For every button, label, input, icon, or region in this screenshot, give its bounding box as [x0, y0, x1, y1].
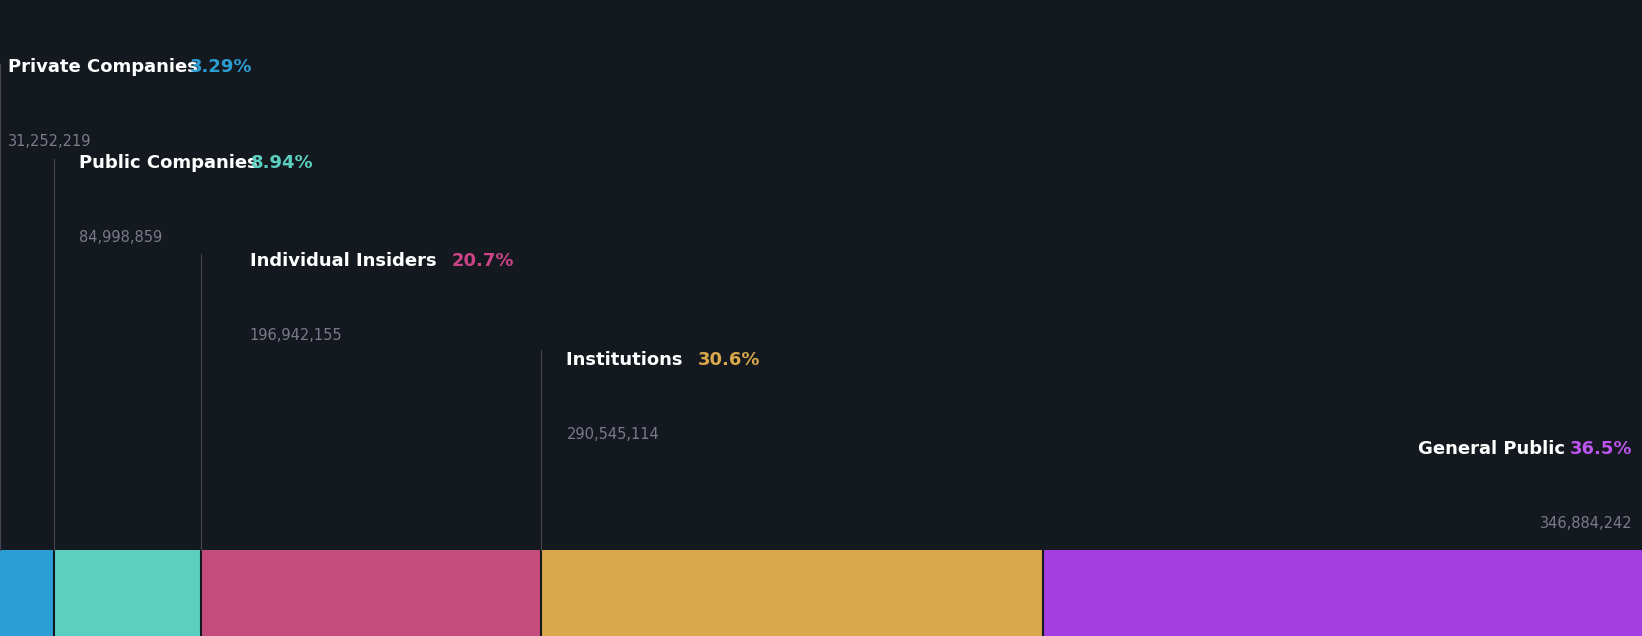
Text: 8.94%: 8.94%	[251, 154, 314, 172]
Bar	[54, 550, 200, 636]
Text: 30.6%: 30.6%	[698, 351, 760, 369]
Text: Individual Insiders  20.7%: Individual Insiders 20.7%	[250, 252, 511, 270]
Bar	[200, 550, 540, 636]
Text: Public Companies: Public Companies	[79, 154, 264, 172]
Text: 20.7%: 20.7%	[452, 252, 514, 270]
Text: General Public: General Public	[1419, 440, 1571, 458]
Bar	[540, 550, 1043, 636]
Text: Public Companies  8.94%: Public Companies 8.94%	[79, 154, 333, 172]
Text: Institutions  30.6%: Institutions 30.6%	[566, 351, 759, 369]
Text: 290,545,114: 290,545,114	[566, 427, 658, 442]
Text: 196,942,155: 196,942,155	[250, 328, 342, 343]
Text: Private Companies: Private Companies	[8, 59, 204, 76]
Bar	[0, 550, 54, 636]
Text: 84,998,859: 84,998,859	[79, 230, 163, 245]
Text: Private Companies  3.29%: Private Companies 3.29%	[8, 59, 273, 76]
Text: Institutions: Institutions	[566, 351, 690, 369]
Bar	[1043, 550, 1642, 636]
Text: 3.29%: 3.29%	[190, 59, 253, 76]
Text: Individual Insiders: Individual Insiders	[250, 252, 442, 270]
Text: 346,884,242: 346,884,242	[1540, 516, 1632, 531]
Text: 31,252,219: 31,252,219	[8, 134, 92, 149]
Text: 36.5%: 36.5%	[1570, 440, 1632, 458]
